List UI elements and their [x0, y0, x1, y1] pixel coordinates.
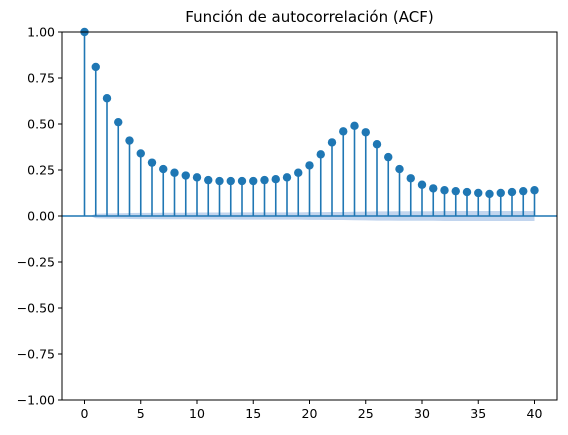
ticks-layer: 0 5 10 15 20 25 30 35 40 −1.00 −0.75 −0.50 −0.25 0.00…: [17, 25, 543, 422]
acf-point: [462, 187, 472, 197]
acf-point: [204, 175, 213, 185]
acf-point: [417, 180, 427, 189]
acf-point: [372, 140, 382, 149]
acf-point: [125, 136, 134, 145]
y-tick-label: 0.25: [27, 163, 55, 178]
acf-point: [226, 176, 235, 186]
y-tick-label: 1.00: [27, 25, 55, 40]
acf-point: [406, 174, 415, 183]
plot-frame: [61, 31, 558, 401]
acf-point: [384, 152, 393, 162]
acf-point: [136, 149, 145, 158]
chart-title: Función de autocorrelación (ACF): [185, 8, 433, 26]
x-tick-label: 5: [137, 406, 145, 421]
acf-point: [327, 138, 337, 147]
x-tick-label: 0: [81, 406, 89, 421]
y-tick-label: −0.25: [17, 255, 55, 270]
y-tick-label: −1.00: [17, 393, 55, 408]
acf-point: [91, 62, 100, 72]
acf-point: [530, 186, 539, 195]
acf-point: [181, 171, 190, 180]
points-layer: [80, 27, 539, 199]
x-tick-label: 30: [414, 406, 430, 421]
acf-point: [361, 128, 370, 137]
x-tick-label: 40: [527, 406, 543, 421]
acf-point: [114, 117, 123, 127]
acf-point: [440, 186, 449, 195]
acf-point: [147, 158, 157, 167]
y-tick-label: −0.50: [17, 301, 55, 316]
acf-point: [159, 164, 168, 174]
acf-point: [451, 186, 460, 196]
acf-point: [271, 175, 280, 184]
acf-point: [192, 173, 202, 182]
acf-point: [260, 175, 269, 185]
acf-point: [485, 189, 494, 199]
acf-point: [395, 164, 404, 174]
acf-point: [305, 161, 314, 170]
acf-point: [170, 168, 179, 177]
y-tick-label: 0.00: [27, 209, 55, 224]
acf-point: [102, 94, 112, 103]
acf-point: [519, 186, 528, 196]
acf-point: [282, 173, 292, 182]
acf-point: [429, 184, 438, 193]
acf-point: [237, 176, 247, 186]
acf-point: [215, 176, 224, 186]
acf-point: [474, 188, 483, 198]
x-tick-label: 10: [189, 406, 205, 421]
acf-point: [350, 121, 359, 131]
stems-layer: [83, 32, 536, 216]
x-tick-label: 35: [470, 406, 486, 421]
acf-point: [249, 176, 258, 186]
acf-point: [294, 168, 303, 177]
y-tick-label: −0.75: [17, 347, 55, 362]
y-tick-label: 0.75: [27, 71, 55, 86]
acf-point: [496, 188, 505, 198]
x-tick-label: 25: [358, 406, 374, 421]
x-tick-label: 15: [245, 406, 261, 421]
acf-point: [316, 150, 325, 159]
acf-point: [507, 187, 517, 197]
x-tick-label: 20: [302, 406, 318, 421]
acf-point: [339, 127, 348, 136]
y-tick-label: 0.50: [27, 117, 55, 132]
